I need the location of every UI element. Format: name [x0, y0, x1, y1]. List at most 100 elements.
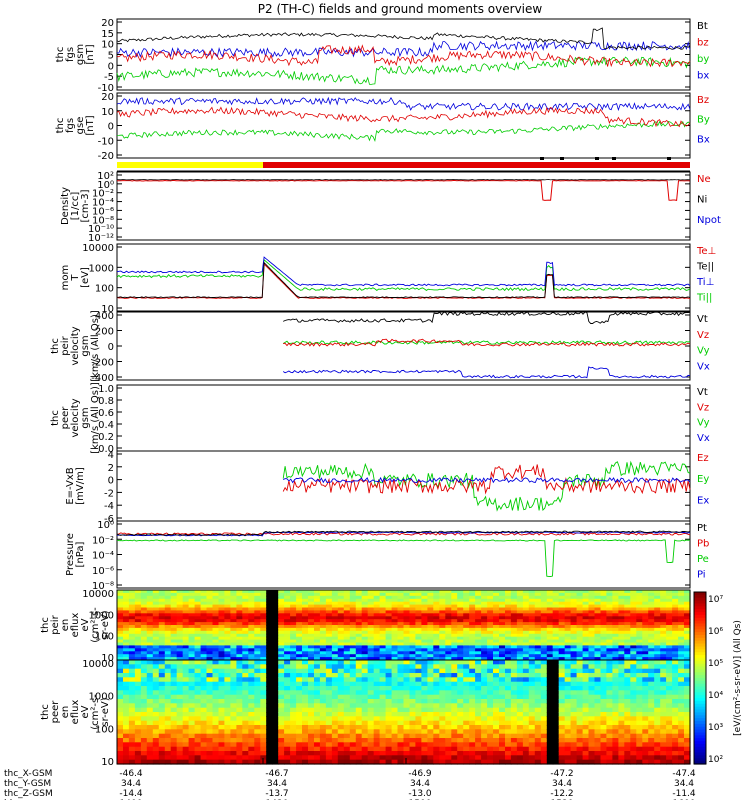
spectrogram-cell — [546, 636, 554, 641]
spectrogram-cell — [218, 699, 226, 704]
spectrogram-cell — [558, 694, 566, 700]
spectrogram-cell — [487, 660, 494, 665]
spectrogram-cell — [218, 648, 226, 652]
spectrogram-cell — [594, 607, 602, 611]
spectrogram-cell — [266, 755, 273, 761]
spectrogram-cell — [361, 636, 369, 641]
spectrogram-cell — [630, 677, 637, 683]
spectrogram-cell — [469, 720, 476, 726]
spectrogram-cell — [642, 625, 649, 629]
spectrogram-cell — [660, 601, 667, 606]
spectrogram-cell — [314, 625, 321, 629]
spectrogram-cell — [325, 733, 333, 739]
spectrogram-cell — [379, 699, 387, 704]
spectrogram-cell — [128, 639, 136, 644]
spectrogram-cell — [290, 751, 297, 756]
spectrogram-cell — [123, 654, 130, 658]
spectrogram-cell — [457, 681, 464, 687]
spectrogram-cell — [528, 725, 536, 730]
spectrogram-cell — [260, 681, 267, 687]
spectrogram-cell — [570, 664, 578, 670]
spectrogram-cell — [260, 604, 267, 609]
spectrogram-cell — [540, 590, 548, 594]
spectrogram-cell — [140, 633, 148, 638]
spectrogram-cell — [552, 733, 560, 739]
spectrogram-cell — [487, 699, 494, 704]
pressure-ytick-label: 10⁻² — [92, 535, 114, 546]
spectrogram-cell — [218, 729, 226, 735]
spectrogram-cell — [206, 755, 214, 761]
spectrogram-cell — [284, 604, 291, 609]
spectrogram-cell — [158, 657, 166, 661]
spectrogram-cell — [516, 645, 524, 649]
spectrogram-cell — [212, 660, 220, 665]
spectrogram-cell — [409, 660, 417, 665]
spectrogram-cell — [546, 677, 554, 683]
spectrogram-cell — [654, 639, 661, 644]
spectrogram-cell — [457, 619, 464, 623]
spectrogram-cell — [463, 720, 470, 726]
spectrogram-cell — [117, 651, 124, 655]
spectrogram-cell — [445, 759, 452, 765]
spectrogram-cell — [660, 610, 667, 614]
spectrogram-cell — [314, 712, 321, 717]
spectrogram-cell — [314, 627, 321, 632]
spectrogram-cell — [618, 590, 625, 594]
spectrogram-cell — [284, 746, 291, 752]
spectrogram-cell — [397, 645, 405, 649]
colorbar-cell — [694, 623, 706, 627]
spectrogram-cell — [606, 673, 613, 678]
spectrogram-cell — [391, 604, 399, 609]
spectrogram-cell — [373, 648, 381, 652]
spectrogram-cell — [260, 613, 267, 617]
spectrogram-cell — [337, 673, 345, 678]
spectrogram-cell — [260, 755, 267, 761]
spectrogram-cell — [242, 610, 249, 614]
spectrogram-cell — [128, 668, 136, 674]
spectrogram-cell — [546, 746, 554, 752]
spectrogram-cell — [379, 690, 387, 696]
spectrogram-cell — [570, 645, 578, 649]
spectrogram-cell — [403, 729, 411, 735]
spectrogram-cell — [158, 613, 166, 617]
spectrogram-cell — [427, 607, 434, 611]
spectrogram-cell — [194, 592, 202, 597]
spectrogram-cell — [266, 707, 273, 713]
spectrogram-cell — [361, 607, 369, 611]
spectrogram-cell — [355, 607, 363, 611]
spectrogram-cell — [612, 598, 619, 603]
spectrogram-cell — [200, 633, 208, 638]
spectrogram-cell — [230, 733, 237, 739]
spectrogram-cell — [278, 613, 285, 617]
spectrogram-cell — [176, 619, 184, 623]
spectrogram-cell — [296, 648, 303, 652]
spectrogram-cell — [600, 607, 608, 611]
spectrogram-cell — [540, 604, 548, 609]
spectrogram-cell — [140, 725, 148, 730]
spectrogram-cell — [117, 642, 124, 646]
spectrogram-cell — [140, 716, 148, 722]
spectrogram-cell — [302, 627, 309, 632]
spectrogram-cell — [314, 642, 321, 646]
spectrogram-cell — [349, 699, 357, 704]
spectrogram-cell — [331, 694, 339, 700]
spectrogram-cell — [576, 633, 584, 638]
spectrogram-cell — [642, 590, 649, 594]
spectrogram-cell — [355, 699, 363, 704]
spectrogram-cell — [606, 686, 613, 691]
spectrogram-cell — [206, 613, 214, 617]
spectrogram-cell — [296, 694, 303, 700]
spectrogram-cell — [415, 694, 422, 700]
spectrogram-cell — [152, 677, 160, 683]
spectrogram-cell — [475, 595, 482, 600]
spectrogram-cell — [314, 699, 321, 704]
spectrogram-cell — [636, 694, 643, 700]
spectrogram-cell — [469, 616, 476, 620]
spectrogram-cell — [176, 673, 184, 678]
spectrogram-cell — [457, 613, 464, 617]
spectrogram-cell — [224, 633, 231, 638]
spectrogram-cell — [218, 694, 226, 700]
spectrogram-cell — [260, 725, 267, 730]
spectrogram-cell — [361, 590, 369, 594]
